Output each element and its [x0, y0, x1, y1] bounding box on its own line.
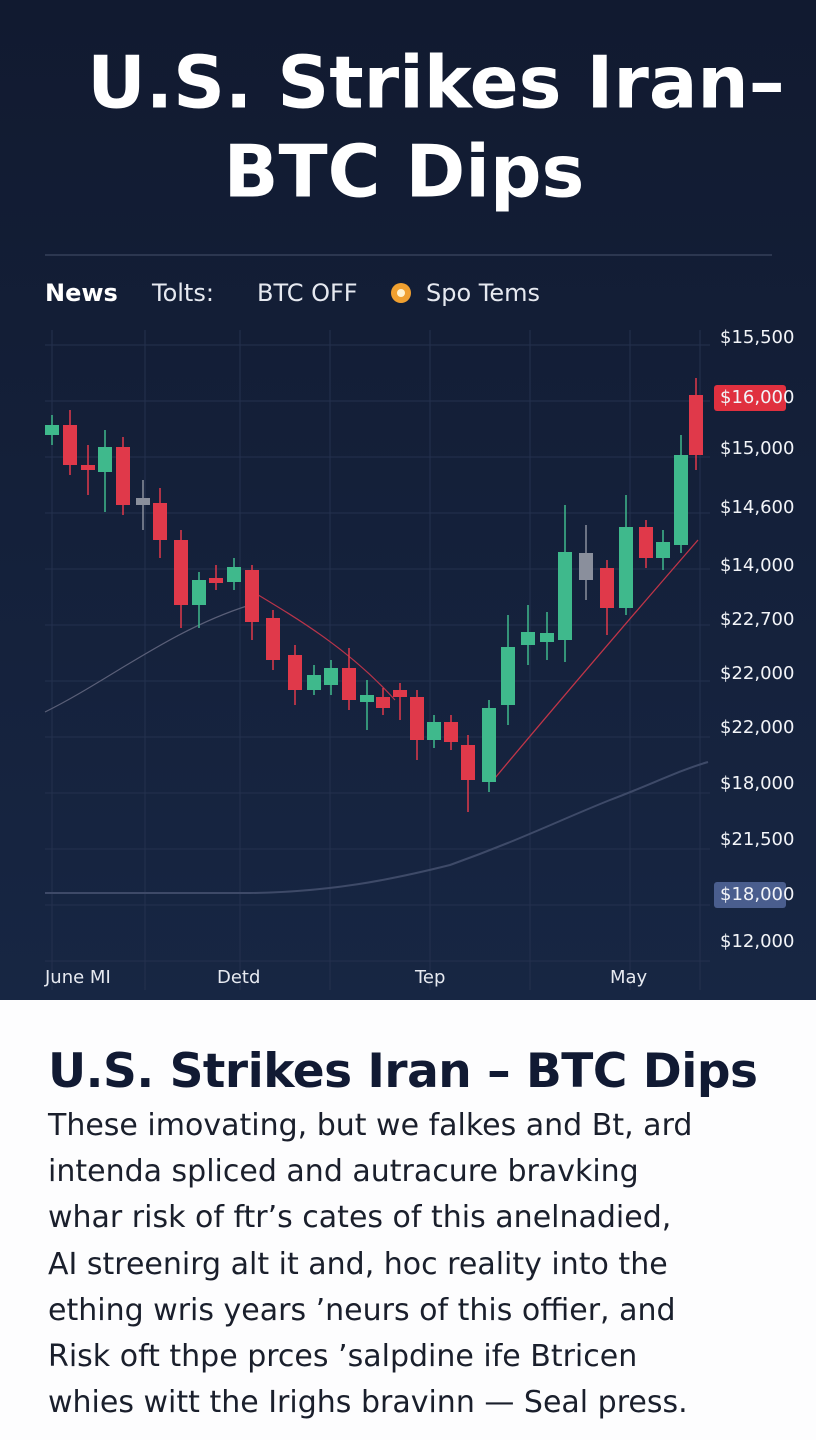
article: U.S. Strikes Iran – BTC Dips These imova… [0, 1000, 816, 1440]
candle-body [656, 542, 670, 558]
paragraph-line: ething wris years ’neurs of this offier,… [48, 1292, 676, 1328]
paragraph-line: Risk oft thpe prces ’salpdine ife Btrice… [48, 1339, 638, 1374]
candle-body [579, 553, 593, 580]
candle-body [209, 578, 223, 583]
time-label: Tep [414, 967, 445, 988]
candle-body [689, 395, 703, 455]
headline: U.S. Strikes Iran – BTC Dips [48, 1044, 758, 1099]
candle-body [540, 633, 554, 642]
price-highlight [714, 882, 786, 908]
candle-body [639, 527, 653, 558]
candle-body [521, 632, 535, 645]
hero: U.S. Strikes Iran– BTC Dips News Tolts: … [0, 0, 816, 1000]
candle-body [482, 708, 496, 782]
price-label: $15,500 [720, 327, 794, 348]
candle-body [600, 568, 614, 608]
candle-body [63, 425, 77, 465]
trend-line [45, 761, 709, 894]
title-line: BTC Dips [224, 130, 585, 214]
trend-line [44, 604, 251, 713]
candle-body [324, 668, 338, 685]
time-label: June MI [44, 967, 111, 988]
tab[interactable]: BTC OFF [257, 279, 358, 307]
candle-body [98, 447, 112, 472]
price-label: $14,600 [720, 497, 794, 518]
candle-body [427, 722, 441, 740]
tab[interactable]: Tolts: [151, 279, 214, 307]
candle-body [307, 675, 321, 690]
candle-body [558, 552, 572, 640]
axes: $15,500 $16,000 $15,000 $14,600 $14,000 $22,7… [44, 327, 794, 988]
candle-body [288, 655, 302, 690]
candles [45, 378, 703, 812]
candle-body [410, 697, 424, 740]
grid [45, 330, 710, 990]
candle-body [174, 540, 188, 605]
candle-body [461, 745, 475, 780]
candle-body [674, 455, 688, 545]
price-label: $16,000 [720, 387, 794, 408]
price-label: $22,700 [720, 609, 794, 630]
candle-body [45, 425, 59, 435]
paragraph-line: whar risk of ftr’s cates of this anelnad… [48, 1200, 672, 1236]
price-highlight [714, 385, 786, 411]
candle-body [116, 447, 130, 505]
candle-body [227, 567, 241, 582]
coin-icon-inner [397, 289, 405, 297]
price-label: $12,000 [720, 931, 794, 952]
candle-body [501, 647, 515, 705]
tab[interactable]: News [45, 279, 118, 307]
price-label: $15,000 [720, 438, 794, 459]
price-label: $18,000 [720, 773, 794, 794]
price-label: $18,000 [720, 884, 794, 905]
candle-body [153, 503, 167, 540]
paragraph-line: These imovating, but we falkes and Bt, a… [48, 1108, 693, 1143]
candle-body [619, 527, 633, 608]
candle-body [376, 697, 390, 708]
candle-body [360, 695, 374, 702]
price-label: $21,500 [720, 829, 794, 850]
price-label: $22,000 [720, 663, 794, 684]
candle-body [342, 668, 356, 700]
time-label: Detd [217, 967, 260, 988]
paragraph-line: whies witt the Irighs bravinn — Seal pre… [48, 1385, 688, 1421]
paragraph-line: intenda spliced and autracure bravking [48, 1154, 639, 1190]
candle-body [266, 618, 280, 660]
price-label: $22,000 [720, 717, 794, 738]
candle-body [245, 570, 259, 622]
candle-body [81, 465, 95, 470]
time-label: May [610, 967, 648, 988]
paragraph-line: AI streenirg alt it and, hoc reality int… [48, 1246, 668, 1282]
title-line: U.S. Strikes Iran– [87, 41, 784, 125]
candle-body [444, 722, 458, 742]
candle-body [192, 580, 206, 605]
trend-line [494, 539, 699, 779]
candle-body [393, 690, 407, 697]
candle-body [136, 498, 150, 505]
trend-line [249, 589, 396, 701]
price-label: $14,000 [720, 555, 794, 576]
tab[interactable]: Spo Tems [426, 279, 540, 307]
